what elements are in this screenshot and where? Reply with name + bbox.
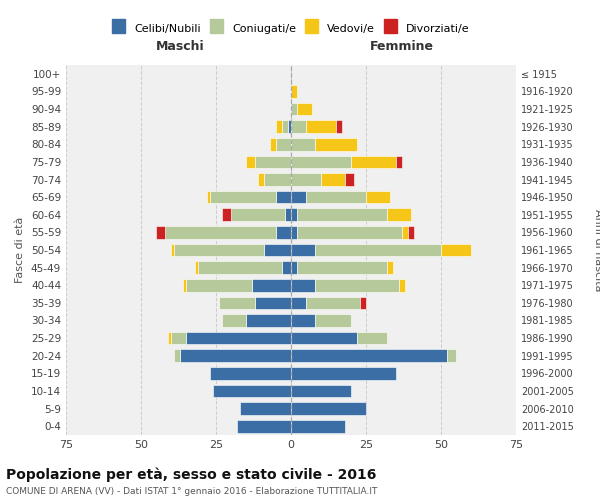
Bar (387, 262, 393, 274)
Bar (402, 226, 408, 238)
Bar (297, 262, 387, 274)
Bar (255, 296, 291, 309)
Bar (291, 208, 297, 221)
Bar (291, 226, 297, 238)
Bar (291, 314, 315, 327)
Bar (297, 226, 402, 238)
Bar (291, 244, 315, 256)
Bar (186, 279, 252, 291)
Bar (315, 138, 357, 150)
Bar (297, 208, 387, 221)
Bar (186, 332, 291, 344)
Bar (291, 367, 396, 380)
Bar (291, 279, 315, 291)
Bar (288, 120, 291, 133)
Bar (174, 244, 264, 256)
Bar (258, 173, 264, 186)
Bar (165, 226, 276, 238)
Text: Maschi: Maschi (155, 40, 205, 52)
Bar (282, 120, 288, 133)
Bar (156, 226, 165, 238)
Bar (285, 208, 291, 221)
Bar (291, 384, 351, 398)
Bar (264, 173, 291, 186)
Bar (222, 314, 246, 327)
Bar (291, 402, 366, 415)
Bar (198, 262, 282, 274)
Bar (291, 191, 306, 203)
Bar (360, 296, 366, 309)
Bar (291, 120, 306, 133)
Bar (180, 350, 291, 362)
Bar (291, 332, 357, 344)
Bar (252, 279, 291, 291)
Bar (276, 138, 291, 150)
Bar (240, 402, 291, 415)
Bar (306, 191, 366, 203)
Bar (291, 138, 315, 150)
Bar (321, 173, 345, 186)
Bar (387, 208, 411, 221)
Bar (396, 156, 402, 168)
Bar (408, 226, 414, 238)
Bar (219, 296, 255, 309)
Bar (222, 208, 231, 221)
Bar (276, 120, 282, 133)
Bar (306, 120, 336, 133)
Bar (171, 332, 186, 344)
Bar (270, 138, 276, 150)
Text: Femmine: Femmine (370, 40, 434, 52)
Bar (291, 173, 321, 186)
Text: COMUNE DI ARENA (VV) - Dati ISTAT 1° gennaio 2016 - Elaborazione TUTTITALIA.IT: COMUNE DI ARENA (VV) - Dati ISTAT 1° gen… (6, 488, 377, 496)
Bar (174, 350, 180, 362)
Bar (291, 296, 306, 309)
Bar (246, 156, 255, 168)
Bar (315, 244, 441, 256)
Bar (441, 244, 471, 256)
Y-axis label: Anni di nascita: Anni di nascita (593, 209, 600, 291)
Bar (246, 314, 291, 327)
Bar (297, 102, 312, 116)
Bar (276, 191, 291, 203)
Bar (264, 244, 291, 256)
Bar (255, 156, 291, 168)
Bar (171, 244, 174, 256)
Bar (237, 420, 291, 432)
Legend: Celibi/Nubili, Coniugati/e, Vedovi/e, Divorziati/e: Celibi/Nubili, Coniugati/e, Vedovi/e, Di… (108, 19, 474, 38)
Bar (291, 420, 345, 432)
Bar (291, 102, 297, 116)
Bar (210, 367, 291, 380)
Bar (282, 262, 291, 274)
Bar (210, 191, 276, 203)
Bar (315, 314, 351, 327)
Bar (357, 332, 387, 344)
Bar (291, 85, 297, 98)
Bar (276, 226, 291, 238)
Bar (366, 191, 390, 203)
Bar (447, 350, 456, 362)
Y-axis label: Fasce di età: Fasce di età (16, 217, 25, 283)
Bar (291, 350, 447, 362)
Bar (183, 279, 186, 291)
Bar (306, 296, 360, 309)
Bar (207, 191, 210, 203)
Text: Popolazione per età, sesso e stato civile - 2016: Popolazione per età, sesso e stato civil… (6, 468, 376, 482)
Bar (168, 332, 171, 344)
Bar (345, 173, 354, 186)
Bar (351, 156, 396, 168)
Bar (213, 384, 291, 398)
Bar (291, 262, 297, 274)
Bar (336, 120, 342, 133)
Bar (291, 156, 351, 168)
Bar (195, 262, 198, 274)
Bar (231, 208, 285, 221)
Bar (399, 279, 405, 291)
Bar (315, 279, 399, 291)
